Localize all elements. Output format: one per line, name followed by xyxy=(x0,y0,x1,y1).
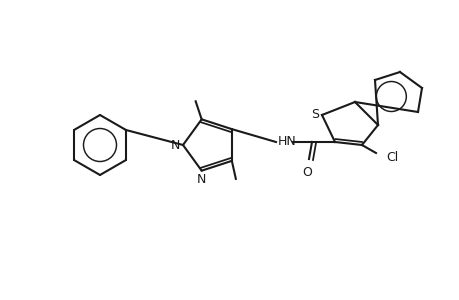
Text: N: N xyxy=(170,139,179,152)
Text: S: S xyxy=(310,107,318,121)
Text: Cl: Cl xyxy=(385,151,397,164)
Text: O: O xyxy=(302,166,311,179)
Text: N: N xyxy=(196,173,206,186)
Text: HN: HN xyxy=(277,134,296,148)
